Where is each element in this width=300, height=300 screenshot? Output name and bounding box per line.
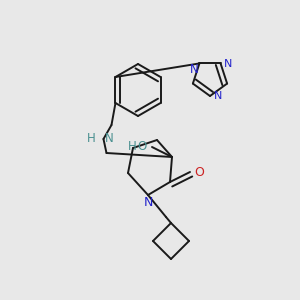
Text: O: O: [194, 166, 204, 178]
Text: H: H: [87, 133, 95, 146]
Text: N: N: [224, 59, 232, 69]
Text: N: N: [104, 133, 113, 146]
Text: N: N: [214, 91, 222, 101]
Text: O: O: [138, 140, 147, 154]
Text: N: N: [190, 63, 199, 76]
Text: H: H: [128, 140, 137, 154]
Text: N: N: [143, 196, 153, 209]
